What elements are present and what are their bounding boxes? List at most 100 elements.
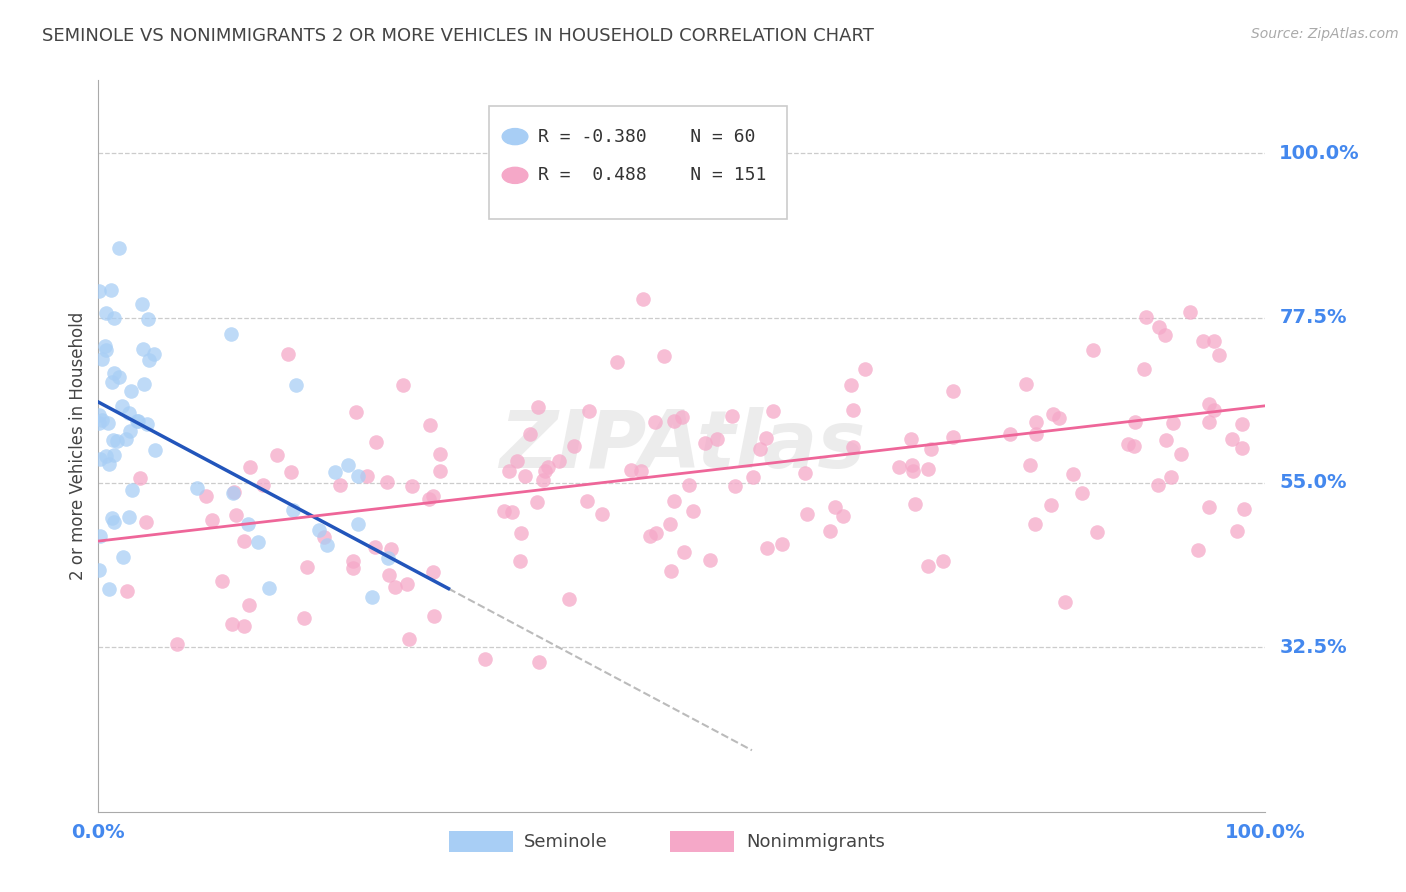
Point: [100, 283, 122, 297]
Point: [796, 507, 818, 521]
Point: [347, 516, 370, 531]
Point: [644, 415, 666, 429]
Point: [364, 435, 387, 450]
Point: [659, 516, 682, 531]
Point: [527, 655, 550, 669]
Point: [1222, 432, 1244, 446]
Point: [94, 306, 117, 320]
Point: [900, 432, 922, 446]
Point: [364, 540, 387, 554]
Point: [724, 478, 747, 492]
Point: [515, 468, 537, 483]
Point: [1230, 441, 1253, 455]
Point: [91, 413, 114, 427]
Point: [756, 541, 779, 555]
Point: [100, 375, 122, 389]
Text: R = -0.380    N = 60: R = -0.380 N = 60: [538, 128, 756, 145]
Point: [377, 567, 399, 582]
Point: [118, 425, 141, 439]
Point: [662, 414, 685, 428]
Point: [1053, 595, 1076, 609]
Point: [824, 500, 846, 514]
Point: [842, 440, 865, 454]
Text: R =  0.488    N = 151: R = 0.488 N = 151: [538, 167, 766, 185]
Text: Seminole: Seminole: [524, 833, 609, 851]
Point: [526, 400, 548, 414]
Point: [1025, 416, 1047, 430]
Point: [1123, 415, 1146, 429]
Point: [558, 592, 581, 607]
Point: [111, 550, 134, 565]
Point: [143, 442, 166, 457]
Point: [132, 377, 155, 392]
Text: ZIPAtlas: ZIPAtlas: [499, 407, 865, 485]
Point: [224, 484, 246, 499]
Point: [89, 284, 111, 298]
Point: [526, 494, 548, 508]
Point: [1161, 416, 1184, 430]
Point: [578, 403, 600, 417]
Point: [285, 378, 308, 392]
Point: [423, 609, 446, 624]
Point: [323, 465, 346, 479]
Point: [422, 489, 444, 503]
Point: [1178, 305, 1201, 319]
Point: [664, 493, 686, 508]
Point: [1147, 319, 1170, 334]
Point: [142, 347, 165, 361]
Point: [673, 545, 696, 559]
Point: [706, 432, 728, 446]
Point: [125, 414, 148, 428]
Point: [519, 427, 541, 442]
Point: [103, 310, 125, 325]
Point: [942, 430, 965, 444]
Point: [1085, 524, 1108, 539]
Point: [94, 339, 117, 353]
Point: [832, 509, 855, 524]
Point: [1198, 397, 1220, 411]
Point: [252, 478, 274, 492]
Point: [127, 414, 149, 428]
Point: [1062, 467, 1084, 481]
Point: [419, 418, 441, 433]
Point: [576, 494, 599, 508]
Point: [606, 355, 628, 369]
Point: [239, 460, 262, 475]
Point: [222, 485, 245, 500]
Point: [638, 529, 661, 543]
Circle shape: [502, 128, 527, 145]
Point: [917, 559, 939, 574]
Point: [418, 491, 440, 506]
Y-axis label: 2 or more Vehicles in Household: 2 or more Vehicles in Household: [69, 312, 87, 580]
Point: [120, 384, 142, 398]
Point: [1024, 516, 1046, 531]
FancyBboxPatch shape: [449, 831, 513, 852]
Point: [510, 526, 533, 541]
Point: [1071, 486, 1094, 500]
Point: [211, 574, 233, 588]
Point: [842, 403, 865, 417]
Point: [1232, 417, 1254, 431]
Point: [1081, 343, 1104, 357]
Point: [361, 590, 384, 604]
Point: [136, 312, 159, 326]
Circle shape: [502, 168, 527, 184]
Point: [901, 458, 924, 472]
Point: [1208, 348, 1230, 362]
Point: [755, 431, 778, 445]
Text: 32.5%: 32.5%: [1279, 638, 1347, 657]
Point: [1187, 542, 1209, 557]
Point: [232, 619, 254, 633]
Point: [96, 417, 118, 431]
Point: [91, 351, 114, 366]
Point: [342, 553, 364, 567]
Point: [682, 504, 704, 518]
Point: [678, 478, 700, 492]
Point: [591, 507, 613, 521]
Point: [115, 584, 138, 599]
Text: 77.5%: 77.5%: [1279, 309, 1347, 327]
Point: [620, 463, 643, 477]
Point: [342, 561, 364, 575]
Point: [401, 479, 423, 493]
Point: [1198, 500, 1220, 514]
